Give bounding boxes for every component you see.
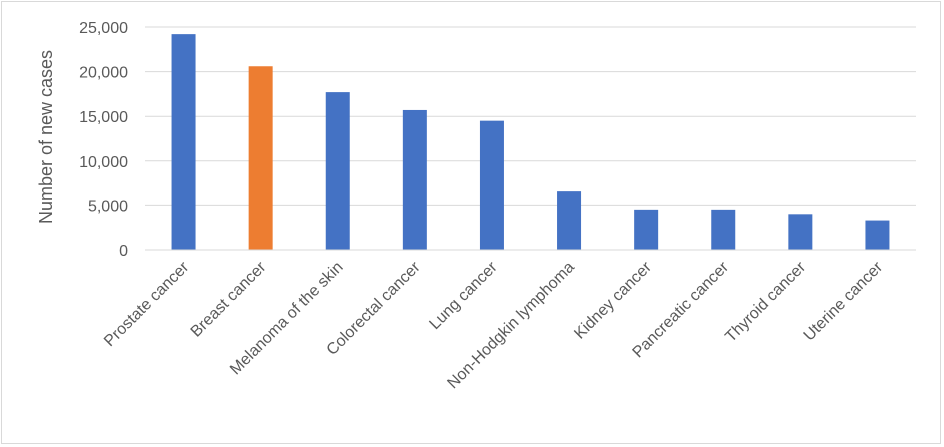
- x-tick-label: Thyroid cancer: [722, 258, 809, 345]
- bar-melanoma-of-the-skin: [325, 92, 350, 250]
- y-axis-ticks: 0 5,000 10,000 15,000 20,000 25,000: [79, 20, 128, 260]
- x-tick-label: Prostate cancer: [101, 258, 193, 350]
- y-tick-label: 25,000: [79, 20, 128, 37]
- y-axis-title: Number of new cases: [36, 50, 56, 224]
- gridlines: [145, 26, 916, 206]
- bar-kidney-cancer: [634, 209, 659, 250]
- y-tick-label: 5,000: [88, 198, 128, 215]
- bar-non-hodgkin-lymphoma: [557, 191, 582, 250]
- bar-breast-cancer: [248, 66, 273, 250]
- x-tick-label: Uterine cancer: [801, 258, 887, 344]
- bar-thyroid-cancer: [788, 214, 813, 250]
- bar-pancreatic-cancer: [711, 209, 736, 250]
- x-tick-label: Kidney cancer: [571, 258, 655, 342]
- x-tick-label: Non-Hodgkin lymphoma: [444, 259, 577, 392]
- y-tick-label: 20,000: [79, 65, 128, 82]
- bar-colorectal-cancer: [402, 109, 427, 251]
- y-tick-label: 15,000: [79, 109, 128, 126]
- bars: [171, 34, 890, 251]
- bar-lung-cancer: [479, 120, 504, 250]
- x-tick-label: Lung cancer: [426, 258, 501, 333]
- y-tick-label: 10,000: [79, 154, 128, 171]
- x-tick-label: Breast cancer: [188, 258, 270, 340]
- bar-prostate-cancer: [171, 34, 196, 250]
- bar-uterine-cancer: [865, 220, 890, 250]
- y-tick-label: 0: [119, 243, 128, 260]
